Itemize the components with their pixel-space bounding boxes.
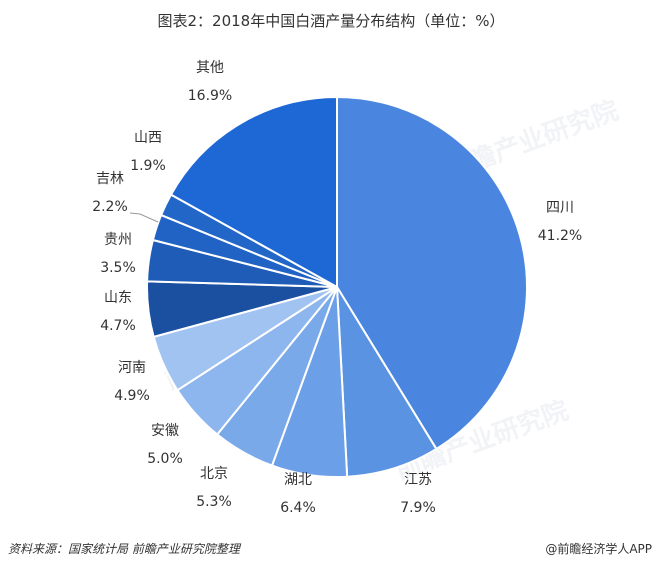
slice-name-label-8: 贵州 bbox=[104, 232, 132, 248]
slice-value-label-7: 4.7% bbox=[100, 318, 136, 334]
slice-name-label-6: 河南 bbox=[118, 360, 146, 376]
slice-value-label-6: 4.9% bbox=[114, 388, 150, 404]
slice-name-label-11: 其他 bbox=[196, 60, 224, 76]
slice-value-label-4: 5.3% bbox=[196, 494, 232, 510]
pie-slice-11 bbox=[169, 95, 338, 289]
slice-name-label-10: 山西 bbox=[134, 130, 162, 146]
chart-title: 图表2：2018年中国白酒产量分布结构（单位：%） bbox=[157, 12, 505, 30]
leader-line-jilin bbox=[129, 212, 159, 223]
slice-name-label-7: 山东 bbox=[104, 290, 132, 306]
slice-name-label-9: 吉林 bbox=[96, 171, 124, 187]
source-credit: @前瞻经济学人APP bbox=[545, 542, 652, 556]
source-note: 资料来源：国家统计局 前瞻产业研究院整理 bbox=[8, 542, 240, 556]
slice-name-label-2: 江苏 bbox=[404, 472, 432, 488]
slice-name-label-5: 安徽 bbox=[151, 423, 179, 439]
slice-value-label-11: 16.9% bbox=[188, 88, 232, 104]
pie-slice-1 bbox=[336, 95, 528, 451]
slice-name-label-1: 四川 bbox=[546, 200, 574, 216]
slice-name-label-4: 北京 bbox=[200, 466, 228, 482]
slice-name-label-3: 湖北 bbox=[284, 472, 312, 488]
slice-value-label-3: 6.4% bbox=[280, 500, 316, 516]
slice-value-label-8: 3.5% bbox=[100, 260, 136, 276]
slice-value-label-10: 1.9% bbox=[130, 158, 166, 174]
slice-value-label-2: 7.9% bbox=[400, 500, 436, 516]
pie-slice-2 bbox=[336, 286, 438, 478]
slice-value-label-1: 41.2% bbox=[538, 228, 582, 244]
slice-value-label-9: 2.2% bbox=[92, 199, 128, 215]
slice-value-label-5: 5.0% bbox=[147, 451, 183, 467]
